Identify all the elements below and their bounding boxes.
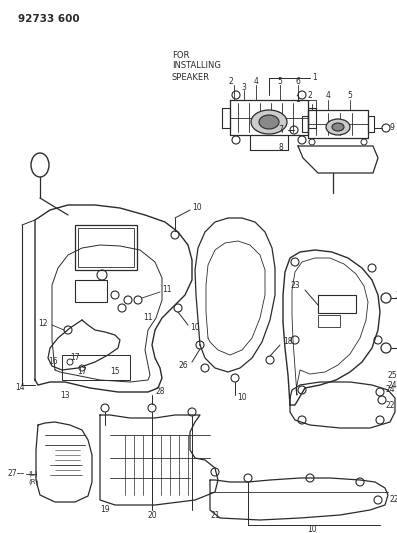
- Text: 15: 15: [110, 367, 120, 376]
- Bar: [78, 228, 134, 267]
- Text: 26: 26: [178, 360, 188, 369]
- Text: 10: 10: [237, 393, 247, 402]
- Text: 14: 14: [15, 384, 25, 392]
- Bar: [318, 315, 340, 327]
- Text: SPEAKER: SPEAKER: [172, 72, 210, 82]
- Bar: [75, 280, 107, 302]
- Text: 17: 17: [70, 353, 80, 362]
- Text: 25: 25: [395, 290, 397, 300]
- Text: 10: 10: [307, 526, 317, 533]
- Text: 13: 13: [60, 391, 70, 400]
- Text: INSTALLING: INSTALLING: [172, 61, 221, 70]
- Text: 1: 1: [295, 95, 300, 104]
- Text: 12: 12: [39, 319, 48, 327]
- Text: FOR: FOR: [172, 51, 189, 60]
- Text: 21: 21: [210, 511, 220, 520]
- Text: 22: 22: [385, 400, 395, 409]
- Text: 22: 22: [390, 496, 397, 505]
- Text: 10: 10: [192, 203, 202, 212]
- Text: 4: 4: [254, 77, 258, 86]
- Text: 18: 18: [283, 337, 293, 346]
- Text: 23: 23: [290, 281, 300, 290]
- Text: 16: 16: [48, 358, 58, 367]
- Text: 17: 17: [77, 367, 87, 376]
- Text: 24: 24: [387, 381, 397, 390]
- Text: 20: 20: [147, 511, 157, 520]
- Text: 92733 600: 92733 600: [18, 14, 80, 24]
- Text: (R): (R): [28, 479, 38, 485]
- Text: (L): (L): [28, 471, 37, 477]
- Text: 9: 9: [390, 124, 395, 133]
- Text: 6: 6: [295, 77, 301, 86]
- Text: 4: 4: [326, 92, 330, 101]
- Text: 27—: 27—: [8, 470, 25, 479]
- Ellipse shape: [332, 123, 344, 131]
- Text: 19: 19: [100, 505, 110, 514]
- Bar: [62, 355, 130, 380]
- Text: 2: 2: [229, 77, 233, 86]
- Bar: [75, 225, 137, 270]
- Text: 24: 24: [385, 385, 395, 394]
- Text: 10: 10: [190, 324, 200, 333]
- Text: 1: 1: [312, 74, 317, 83]
- Ellipse shape: [251, 110, 287, 134]
- Text: 7: 7: [278, 125, 283, 134]
- Text: 28: 28: [155, 387, 164, 397]
- Text: 8: 8: [278, 143, 283, 152]
- Text: 5: 5: [278, 77, 282, 86]
- Ellipse shape: [259, 115, 279, 129]
- Text: 11: 11: [143, 313, 153, 322]
- Ellipse shape: [326, 119, 350, 135]
- Text: 11: 11: [162, 286, 172, 295]
- Text: 2: 2: [308, 92, 312, 101]
- Text: 25: 25: [387, 370, 397, 379]
- Bar: [318, 295, 356, 313]
- Text: 5: 5: [347, 92, 353, 101]
- Text: 3: 3: [241, 83, 247, 92]
